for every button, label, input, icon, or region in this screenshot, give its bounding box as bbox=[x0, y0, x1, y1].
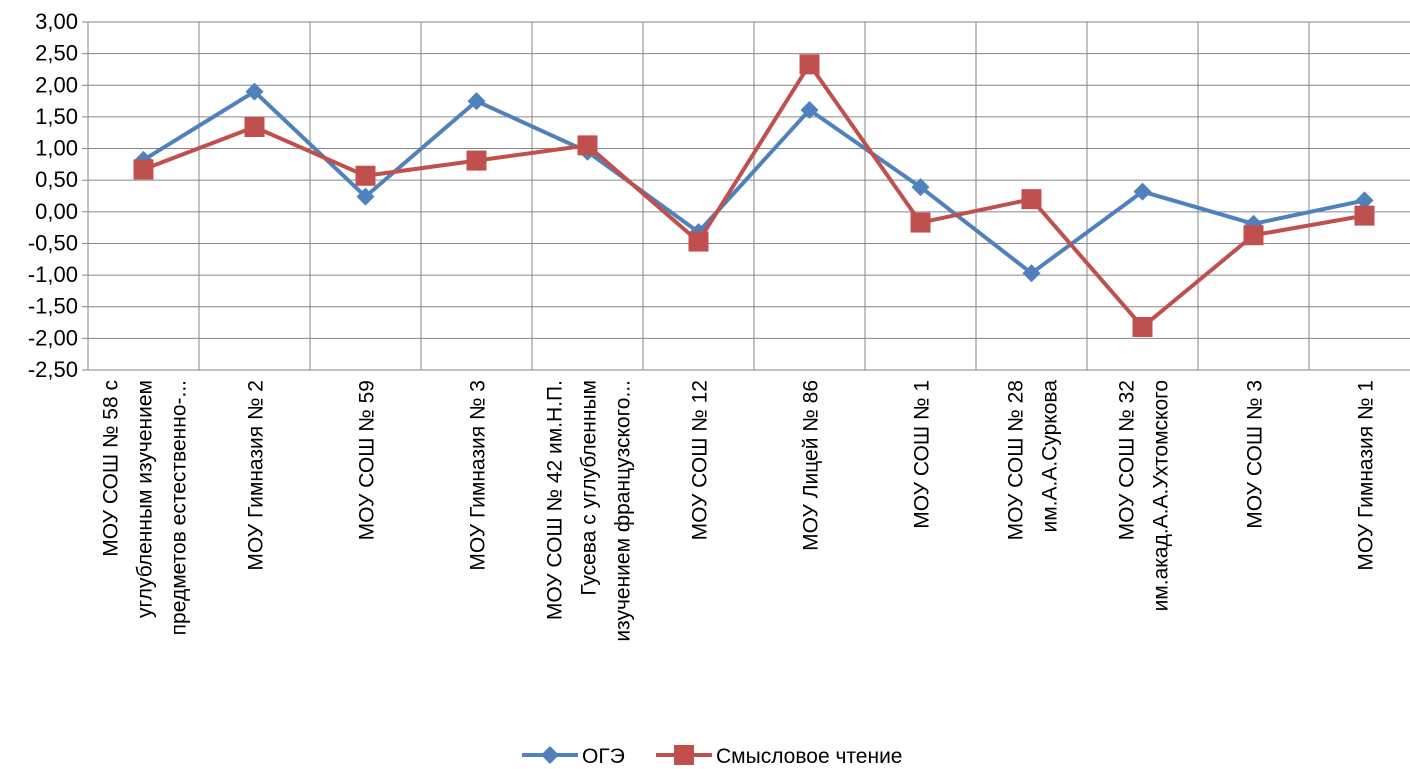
x-tick-label-line: МОУ СОШ № 59 bbox=[356, 380, 379, 540]
data-point bbox=[1355, 191, 1374, 210]
x-tick-label-line: им.А.А.Суркова bbox=[1039, 380, 1062, 533]
y-tick-label: -1,50 bbox=[28, 294, 78, 319]
x-tick-label: МОУ СОШ № 59 bbox=[356, 380, 379, 540]
series-line bbox=[142, 62, 1365, 329]
y-tick-label: -2,00 bbox=[28, 325, 78, 350]
data-point bbox=[1133, 182, 1152, 201]
legend-marker bbox=[674, 745, 694, 765]
y-tick-label: 0,50 bbox=[35, 167, 78, 192]
x-tick-label-line: МОУ СОШ № 42 им.Н.П. bbox=[544, 380, 567, 620]
x-tick-label-line: МОУ Лицей № 86 bbox=[800, 380, 823, 551]
x-tick-label-line: МОУ Гимназия № 3 bbox=[467, 380, 490, 571]
y-tick-label: 3,00 bbox=[35, 9, 78, 34]
data-point bbox=[356, 187, 375, 206]
x-tick-label-line: изучением французского... bbox=[612, 380, 635, 642]
y-tick-label: 2,00 bbox=[35, 72, 78, 97]
legend-marker bbox=[541, 746, 559, 764]
data-point bbox=[688, 231, 709, 252]
legend-label: Смысловое чтение bbox=[716, 745, 903, 768]
x-tick-label-line: МОУ СОШ № 32 bbox=[1116, 380, 1139, 540]
x-tick-label-line: МОУ СОШ № 3 bbox=[1244, 380, 1267, 529]
x-tick-label: МОУ Гимназия № 1 bbox=[1355, 380, 1378, 571]
x-tick-label: МОУ Гимназия № 2 bbox=[245, 380, 268, 571]
gridlines bbox=[87, 21, 1410, 371]
y-tick-label: -0,50 bbox=[28, 230, 78, 255]
x-tick-label: МОУ СОШ № 1 bbox=[911, 380, 934, 529]
data-point bbox=[577, 135, 598, 156]
data-point bbox=[1132, 316, 1153, 337]
x-tick-label: МОУ СОШ № 3 bbox=[1244, 380, 1267, 529]
data-point bbox=[1021, 189, 1042, 210]
data-point bbox=[466, 150, 487, 171]
data-point bbox=[910, 212, 931, 233]
data-point bbox=[133, 159, 154, 180]
y-tick-label: -2,50 bbox=[28, 357, 78, 382]
data-point bbox=[800, 100, 819, 119]
data-point bbox=[799, 54, 820, 75]
x-tick-label: МОУ СОШ № 28 им.А.А.Суркова bbox=[1005, 380, 1062, 541]
data-point bbox=[911, 178, 930, 197]
y-tick-label: 1,50 bbox=[35, 104, 78, 129]
x-tick-label: МОУ СОШ № 58 с углубленным изучением предм… bbox=[100, 380, 191, 635]
legend-label: ОГЭ bbox=[582, 745, 625, 768]
legend-item: Смысловое чтение bbox=[656, 745, 903, 768]
series-group bbox=[133, 54, 1375, 337]
x-tick-label-line: им.акад.А.А.Ухтомского bbox=[1150, 380, 1173, 611]
series-line bbox=[142, 89, 1365, 276]
x-tick-label-line: МОУ СОШ № 28 bbox=[1005, 380, 1028, 540]
x-tick-label-line: МОУ СОШ № 12 bbox=[689, 380, 712, 540]
x-tick-label: МОУ СОШ № 32 им.акад.А.А.Ухтомского bbox=[1116, 380, 1173, 611]
x-tick-label-line: предметов естественно-... bbox=[168, 380, 191, 635]
y-axis: 3,00 2,50 2,00 1,50 1,00 0,50 0,00 -0,50 -1,00 -1… bbox=[28, 9, 89, 382]
x-tick-label-line: МОУ СОШ № 58 с bbox=[100, 380, 123, 557]
y-tick-label: 0,00 bbox=[35, 199, 78, 224]
x-tick-label-line: МОУ СОШ № 1 bbox=[911, 380, 934, 529]
data-point bbox=[244, 117, 265, 138]
x-tick-label: МОУ СОШ № 42 им.Н.П. Гусева с углубленным… bbox=[544, 380, 635, 642]
data-point bbox=[245, 82, 264, 101]
data-point bbox=[1022, 264, 1041, 283]
data-point bbox=[1354, 205, 1375, 226]
y-tick-label: 2,50 bbox=[35, 41, 78, 66]
y-tick-label: -1,00 bbox=[28, 262, 78, 287]
legend-item: ОГЭ bbox=[522, 745, 625, 768]
x-tick-label-line: МОУ Гимназия № 2 bbox=[245, 380, 268, 571]
data-point bbox=[355, 165, 376, 186]
data-point bbox=[467, 92, 486, 111]
x-tick-label-line: Гусева с углубленным bbox=[578, 380, 601, 596]
x-tick-label: МОУ Лицей № 86 bbox=[800, 380, 823, 551]
x-tick-label-line: углубленным изучением bbox=[134, 380, 157, 618]
x-tick-label-line: МОУ Гимназия № 1 bbox=[1355, 380, 1378, 571]
legend: ОГЭ Смысловое чтение bbox=[522, 745, 903, 768]
data-point bbox=[1243, 225, 1264, 246]
x-tick-label: МОУ СОШ № 12 bbox=[689, 380, 712, 540]
x-tick-label: МОУ Гимназия № 3 bbox=[467, 380, 490, 571]
x-axis: МОУ СОШ № 58 с углубленным изучением предм… bbox=[100, 380, 1378, 642]
y-tick-label: 1,00 bbox=[35, 136, 78, 161]
